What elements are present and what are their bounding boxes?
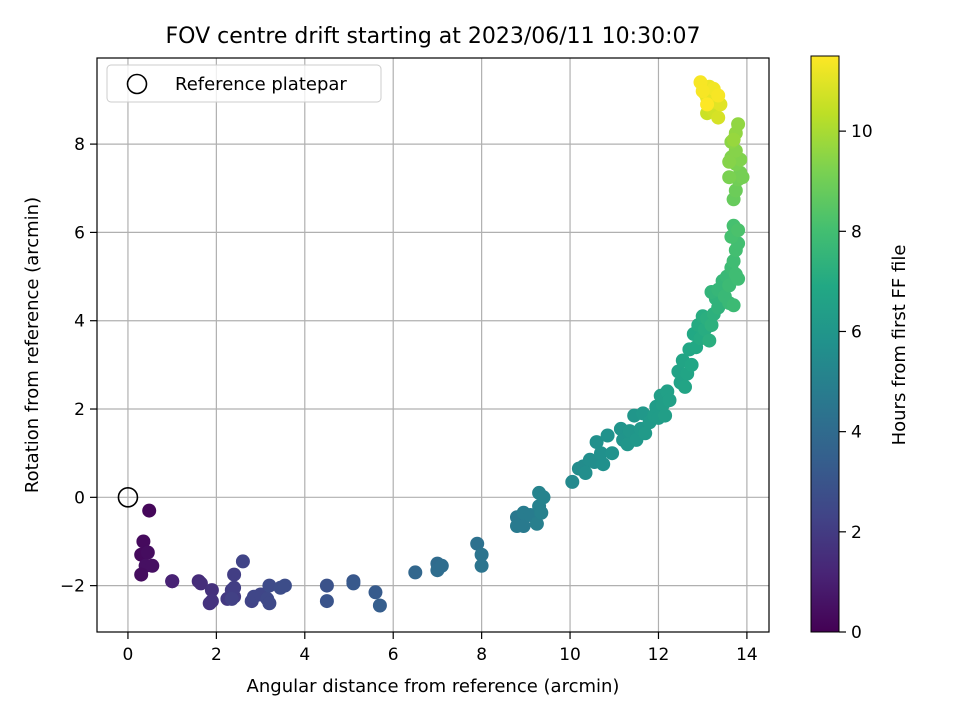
x-axis-label: Angular distance from reference (arcmin) [247,676,620,697]
data-point [319,578,334,593]
reference-point-marker [117,487,139,508]
x-tick-label: 8 [476,645,487,665]
x-tick-label: 0 [123,645,134,665]
colorbar-ticks: 0 2 4 6 8 10 [839,122,873,643]
x-tick-label: 4 [299,645,310,665]
data-point [726,254,741,269]
data-point [202,596,217,611]
colorbar-gradient [810,55,840,633]
colorbar-tick-label: 10 [851,122,873,142]
y-tick-label: 0 [74,488,85,508]
y-axis-ticks: −2 0 2 4 6 8 [60,135,97,597]
data-point [726,132,741,147]
data-point [594,446,608,461]
data-point [346,576,361,591]
plot-frame [96,57,770,633]
data-point [368,585,383,600]
data-point [728,183,743,198]
y-tick-label: 4 [74,312,85,332]
data-point [702,333,717,348]
data-point [589,435,604,450]
data-point [711,110,726,125]
data-point [722,170,737,185]
colorbar-tick-label: 4 [851,423,862,443]
legend-box [106,64,382,103]
data-point [224,591,239,606]
data-point [227,567,242,582]
data-point [678,379,692,394]
data-point [262,596,277,611]
data-point [578,466,593,480]
colorbar-tick-label: 6 [851,322,862,342]
y-tick-label: 8 [74,135,85,155]
data-point [711,88,726,103]
x-tick-label: 14 [736,645,758,665]
data-point [235,554,250,569]
data-point [136,534,151,549]
x-tick-label: 2 [211,645,222,665]
colorbar-tick-label: 8 [851,222,862,242]
data-point [722,154,737,169]
data-point [711,300,726,315]
colorbar-label: Hours from first FF file [889,245,910,446]
data-point [534,505,549,520]
y-tick-label: −2 [60,577,85,597]
data-point [700,97,715,112]
data-point [731,271,746,286]
x-tick-label: 12 [648,645,670,665]
data-point [204,583,219,598]
data-point [474,547,489,562]
data-point [434,558,449,573]
data-point [529,516,544,531]
x-axis-ticks: 0 2 4 6 8 10 12 14 [123,632,758,665]
data-point [695,84,710,99]
data-point [193,576,208,591]
y-axis-label: Rotation from reference (arcmin) [22,197,43,493]
data-point [684,357,699,372]
data-point [277,578,292,593]
chart-title: FOV centre drift starting at 2023/06/11 … [166,24,701,49]
data-point [658,408,673,423]
data-point [662,393,677,408]
data-point [372,598,387,613]
data-point [731,223,746,238]
colorbar-tick-label: 0 [851,623,862,643]
y-tick-label: 6 [74,223,85,243]
x-tick-label: 10 [559,645,581,665]
data-point [605,446,620,461]
data-point [140,545,155,560]
colorbar-tick-label: 2 [851,523,862,543]
data-point [565,474,580,489]
data-point [596,457,611,472]
data-point [474,558,489,573]
data-point [262,578,277,593]
data-point [536,490,551,505]
data-points [134,75,750,613]
data-point [600,428,615,443]
data-point [704,318,719,333]
data-point [735,170,750,185]
grid-lines [97,58,769,632]
data-point [470,536,485,551]
data-point [516,519,531,533]
x-tick-label: 6 [388,645,399,665]
data-point [165,574,180,589]
y-tick-label: 2 [74,400,85,420]
data-point [134,567,149,582]
legend-reference-marker [126,73,148,95]
data-point [142,503,157,518]
data-point [319,594,334,609]
legend: Reference platepar [106,64,382,103]
data-point [145,558,160,573]
colorbar: 0 2 4 6 8 10 Hours from first FF file [810,55,910,643]
data-point [726,298,741,313]
data-point [408,565,423,580]
legend-label: Reference platepar [175,74,347,95]
data-point [227,580,242,595]
data-point [638,426,653,441]
data-point [731,117,746,132]
